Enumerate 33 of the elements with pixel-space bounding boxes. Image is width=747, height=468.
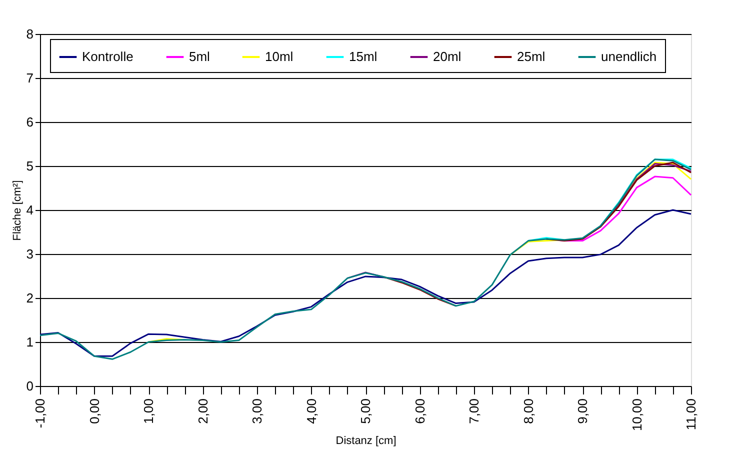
y-tick-label: 7 <box>26 70 34 86</box>
y-tick-label: 1 <box>26 334 34 350</box>
y-tick-label: 4 <box>26 202 34 218</box>
x-tick-label: 3,00 <box>250 398 264 424</box>
legend-label: 25ml <box>517 49 546 64</box>
x-tick-label: 8,00 <box>520 398 536 424</box>
y-tick-label: 0 <box>26 378 34 394</box>
x-tick-label: 2,00 <box>195 398 210 424</box>
y-tick-label: 8 <box>26 26 34 42</box>
x-tick-label: 10,00 <box>629 398 644 432</box>
line-series <box>39 158 692 360</box>
y-axis-title: Fläche [cm²] <box>11 180 24 241</box>
x-tick-label: 6,00 <box>412 398 428 424</box>
legend-label: 5ml <box>189 49 210 64</box>
legend-label: 20ml <box>433 49 462 64</box>
line-series <box>39 209 692 357</box>
legend-label: 10ml <box>265 49 294 64</box>
x-axis-title: Distanz [cm] <box>336 435 396 448</box>
x-tick-label: 0,00 <box>86 398 102 424</box>
y-tick-label: 2 <box>26 290 34 306</box>
x-tick-label: 5,00 <box>358 398 373 424</box>
legend-label: 15ml <box>349 49 378 64</box>
x-tick-label: 7,00 <box>466 398 482 424</box>
x-tick-label: 11,00 <box>684 398 698 430</box>
y-tick-label: 3 <box>26 246 34 262</box>
legend-label: Kontrolle <box>82 49 134 64</box>
y-tick-label: 6 <box>26 114 34 130</box>
x-tick-label: -1,00 <box>32 398 48 428</box>
x-tick-label: 1,00 <box>141 398 156 424</box>
x-tick-label: 4,00 <box>304 398 319 424</box>
legend-label: unendlich <box>601 49 657 64</box>
x-tick-label: 9,00 <box>575 398 590 424</box>
y-tick-label: 5 <box>26 158 34 174</box>
